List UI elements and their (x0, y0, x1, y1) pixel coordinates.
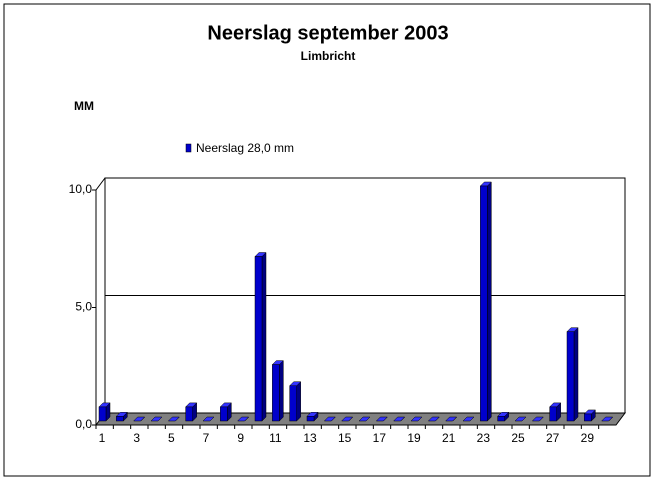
x-tick-label: 1 (99, 431, 106, 445)
bar (566, 327, 579, 422)
bar (583, 409, 596, 422)
y-tick-label: 10,0 (69, 182, 93, 196)
bar-face (514, 416, 527, 422)
bar-face (341, 416, 354, 422)
bar-face (323, 416, 336, 422)
bar (601, 416, 614, 422)
bar-face (566, 331, 575, 422)
bar (202, 416, 215, 422)
bar (445, 416, 458, 422)
legend-swatch (185, 143, 192, 153)
bar-face (279, 359, 284, 422)
x-tick-label: 19 (407, 431, 421, 445)
chart-subtitle: Limbricht (301, 49, 356, 63)
bar (167, 416, 180, 422)
bar-face (289, 385, 297, 422)
bar (341, 416, 354, 422)
x-tick-label: 3 (133, 431, 140, 445)
x-tick-label: 23 (477, 431, 491, 445)
bar (306, 411, 319, 422)
y-tick-label: 5,0 (75, 300, 92, 314)
bar (133, 416, 146, 422)
bar-face (272, 364, 280, 422)
bar (358, 416, 371, 422)
bar-face (584, 413, 592, 422)
left-wall-edge (95, 177, 106, 191)
x-tick-label: 7 (203, 431, 210, 445)
bar-face (261, 251, 267, 422)
bar (323, 416, 336, 422)
x-tick-label: 5 (168, 431, 175, 445)
bar-face (445, 416, 458, 422)
bar (98, 402, 111, 422)
bar (514, 416, 527, 422)
bar-face (133, 416, 146, 422)
bar (254, 251, 267, 422)
bar (289, 381, 302, 422)
bar (479, 181, 492, 422)
bar (393, 416, 406, 422)
bar-face (549, 406, 557, 422)
bar-face (98, 406, 107, 422)
x-tick-label: 17 (373, 431, 387, 445)
bar (531, 416, 544, 422)
bar-face (462, 416, 475, 422)
bar-face (375, 416, 388, 422)
bar (427, 416, 440, 422)
x-tick-label: 25 (511, 431, 525, 445)
x-tick-label: 15 (338, 431, 352, 445)
bar-face (167, 416, 180, 422)
bar (237, 416, 250, 422)
bar-face (116, 416, 124, 422)
bar (185, 402, 198, 422)
bar-face (237, 416, 250, 422)
x-tick-label: 13 (303, 431, 317, 445)
x-tick-label: 9 (237, 431, 244, 445)
bar-face (497, 416, 505, 422)
bar-face (487, 181, 492, 422)
bar-face (601, 416, 614, 422)
x-tick-label: 11 (269, 431, 282, 445)
bar (549, 402, 562, 422)
bar-face (410, 416, 423, 422)
y-tick-label: 0,0 (75, 417, 92, 431)
bar-face (150, 416, 163, 422)
bar (497, 411, 510, 422)
x-tick-label: 21 (442, 431, 456, 445)
bar-face (254, 256, 263, 422)
bar-face (306, 416, 315, 422)
bar (219, 402, 232, 422)
bar (150, 416, 163, 422)
chart-title: Neerslag september 2003 (207, 22, 448, 44)
bar-face (393, 416, 406, 422)
y-axis-label: MM (74, 99, 94, 113)
legend-label: Neerslag 28,0 mm (196, 141, 294, 155)
bar-face (358, 416, 371, 422)
bar (462, 416, 475, 422)
bar (375, 416, 388, 422)
bar (115, 411, 128, 422)
bar-face (573, 327, 579, 422)
bar-face (202, 416, 215, 422)
bar-face (480, 185, 488, 422)
bar (271, 359, 284, 422)
bar-face (531, 416, 544, 422)
bar-face (427, 416, 440, 422)
bar-face (185, 406, 193, 422)
bar (410, 416, 423, 422)
bar-face (296, 381, 301, 422)
bar-face (220, 406, 228, 422)
x-tick-label: 29 (581, 431, 595, 445)
x-tick-label: 27 (546, 431, 560, 445)
